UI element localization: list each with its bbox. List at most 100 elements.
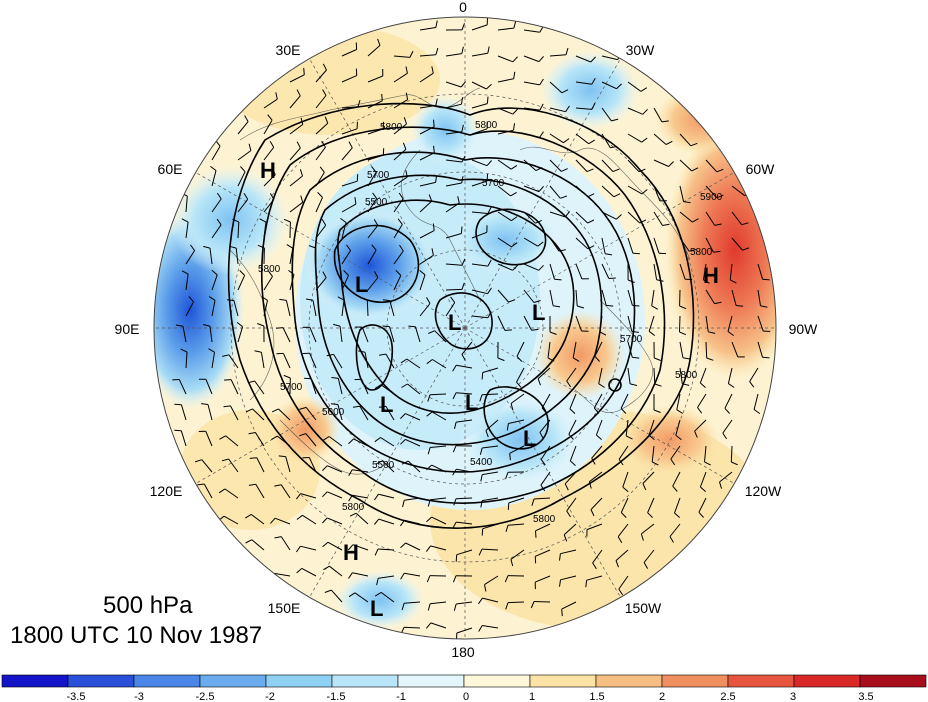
wind-barb-feather — [435, 47, 439, 55]
wind-barb — [330, 589, 343, 603]
wind-barb-feather — [433, 145, 435, 153]
wind-barb — [419, 274, 426, 291]
wind-barb — [591, 445, 603, 459]
wind-barb — [653, 237, 660, 254]
wind-barb-feather — [719, 481, 723, 489]
wind-barb-feather — [248, 432, 256, 435]
wind-barb-feather — [741, 222, 749, 226]
wind-barb — [367, 249, 377, 265]
wind-barb-feather — [703, 279, 710, 284]
meridian-line — [309, 327, 466, 598]
wind-barb — [482, 497, 499, 502]
wind-barb — [698, 497, 707, 513]
wind-barb — [205, 379, 213, 395]
wind-barb — [337, 378, 343, 395]
wind-barb — [601, 159, 614, 172]
wind-barb-feather — [461, 23, 465, 31]
wind-barb — [419, 254, 434, 265]
wind-barb — [497, 78, 514, 83]
wind-barb-feather — [533, 300, 541, 303]
wind-barb — [419, 152, 435, 161]
wind-barb — [653, 211, 663, 226]
wind-barb-feather — [216, 192, 222, 200]
contour-label: 5800 — [475, 120, 498, 131]
wind-barb-feather — [486, 96, 489, 104]
colorbar-swatch — [661, 674, 729, 688]
wind-barb — [679, 263, 686, 280]
wind-barb — [256, 457, 265, 473]
wind-barb — [516, 367, 525, 383]
wind-barb — [497, 315, 506, 331]
wind-barb-feather — [594, 355, 600, 362]
wind-barb-feather — [395, 270, 402, 276]
wind-barb-feather — [516, 356, 523, 362]
wind-barb-feather — [477, 597, 483, 605]
wind-barb — [675, 419, 681, 436]
wind-barb — [378, 493, 395, 499]
wind-barb-feather — [478, 548, 483, 556]
wind-barb — [672, 471, 681, 487]
wind-barb — [378, 575, 395, 579]
wind-barb-feather — [549, 331, 557, 335]
wind-barb — [575, 159, 588, 172]
wind-barb — [445, 103, 462, 109]
wind-barb-feather — [641, 189, 648, 195]
wind-barb-feather — [729, 279, 737, 284]
wind-barb — [333, 354, 343, 369]
wind-barb-feather — [373, 271, 379, 278]
wind-barb — [674, 497, 681, 514]
wind-barb-feather — [401, 603, 405, 611]
wind-barb-feather — [457, 196, 460, 204]
wind-barb — [263, 174, 276, 187]
wind-barb-feather — [408, 325, 416, 328]
wind-barb — [430, 497, 447, 501]
wind-barb-feather — [405, 92, 409, 100]
contour-label: 5800 — [342, 502, 365, 513]
wind-barb — [471, 289, 488, 295]
wind-barb-feather — [249, 457, 257, 459]
wind-barb — [419, 72, 434, 83]
wind-barb-feather — [322, 89, 327, 96]
wind-barb-feather — [722, 432, 728, 440]
contour-label: 5600 — [322, 407, 345, 418]
wind-barb-feather — [322, 541, 329, 548]
longitude-labels: 0 30W 60W 90W 120W 150W 180 150E 120E 90… — [115, 0, 819, 660]
wind-barb-feather — [405, 66, 408, 74]
wind-barb — [456, 392, 473, 395]
wind-barb — [207, 404, 213, 421]
wind-barb-feather — [699, 382, 706, 388]
wind-barb-feather — [713, 250, 721, 253]
wind-barb — [315, 197, 323, 213]
wind-barb — [586, 575, 603, 581]
wind-barb — [185, 301, 194, 317]
wind-barb — [523, 159, 537, 171]
wind-barb — [731, 185, 746, 197]
wind-barb — [679, 315, 681, 333]
wind-barb-feather — [267, 114, 273, 121]
wind-barb-feather — [478, 625, 483, 632]
wind-barb — [482, 367, 499, 373]
wind-barb — [642, 471, 655, 484]
wind-barb-feather — [731, 461, 738, 466]
wind-barb-feather — [760, 305, 768, 308]
wind-barb — [389, 326, 395, 343]
wind-barb-feather — [683, 201, 691, 204]
wind-barb — [694, 419, 707, 432]
wind-barb — [285, 456, 291, 473]
wind-barb-feather — [640, 533, 644, 541]
wind-barb-feather — [221, 458, 229, 462]
wind-barb-feather — [373, 493, 379, 501]
wind-barb-feather — [572, 357, 580, 362]
wind-barb-feather — [553, 305, 561, 308]
wind-barb-feather — [400, 572, 405, 580]
wind-barb — [355, 512, 369, 525]
wind-barb-feather — [270, 517, 276, 524]
wind-barb — [327, 491, 343, 499]
wind-barb — [445, 182, 462, 187]
wind-barb — [615, 549, 629, 561]
wind-barb — [592, 549, 603, 564]
wind-barb — [601, 289, 607, 306]
wind-barb-feather — [606, 304, 614, 307]
wind-barb-feather — [460, 81, 466, 88]
wind-barb-feather — [461, 97, 463, 105]
